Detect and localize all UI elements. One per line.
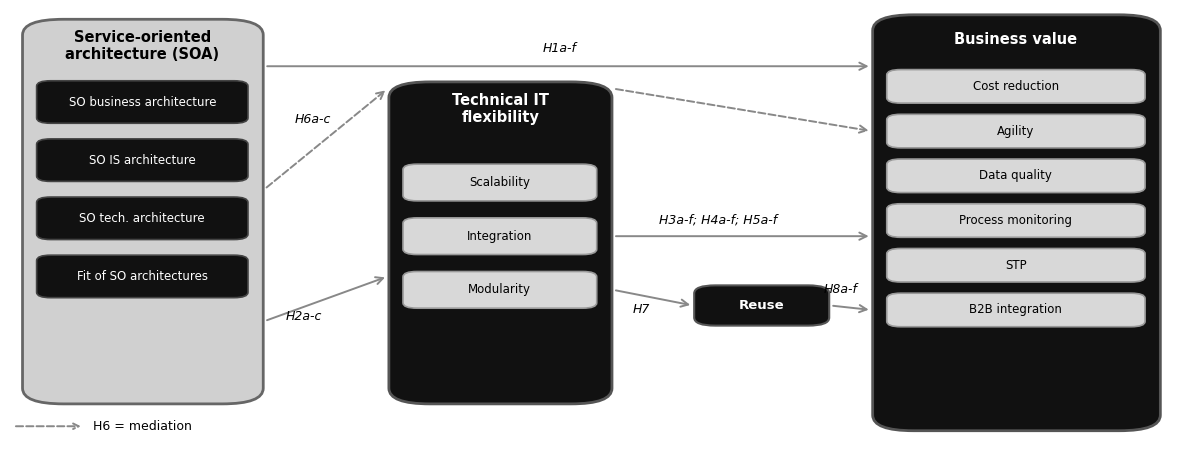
Text: H3a-f; H4a-f; H5a-f: H3a-f; H4a-f; H5a-f — [659, 214, 777, 227]
FancyBboxPatch shape — [388, 82, 612, 404]
FancyArrowPatch shape — [267, 277, 383, 320]
Text: H8a-f: H8a-f — [824, 284, 858, 297]
Text: Cost reduction: Cost reduction — [973, 80, 1059, 93]
FancyArrowPatch shape — [616, 233, 866, 240]
Text: SO business architecture: SO business architecture — [68, 95, 217, 108]
Text: Fit of SO architectures: Fit of SO architectures — [77, 270, 208, 283]
Text: Business value: Business value — [955, 32, 1077, 47]
FancyBboxPatch shape — [403, 164, 597, 201]
Text: H7: H7 — [633, 303, 650, 316]
FancyArrowPatch shape — [833, 305, 866, 312]
FancyBboxPatch shape — [403, 218, 597, 255]
FancyBboxPatch shape — [886, 248, 1145, 282]
FancyBboxPatch shape — [36, 81, 248, 123]
Text: H2a-c: H2a-c — [286, 310, 322, 323]
Text: Technical IT
flexibility: Technical IT flexibility — [452, 93, 548, 125]
Text: SO IS architecture: SO IS architecture — [89, 153, 195, 166]
Text: B2B integration: B2B integration — [970, 303, 1063, 316]
FancyBboxPatch shape — [886, 70, 1145, 103]
Text: Service-oriented
architecture (SOA): Service-oriented architecture (SOA) — [65, 30, 219, 62]
FancyBboxPatch shape — [36, 197, 248, 239]
Text: SO tech. architecture: SO tech. architecture — [80, 212, 205, 225]
FancyBboxPatch shape — [36, 255, 248, 297]
FancyArrowPatch shape — [616, 290, 689, 307]
FancyBboxPatch shape — [694, 285, 830, 326]
Text: STP: STP — [1005, 259, 1026, 272]
Text: H6 = mediation: H6 = mediation — [93, 420, 192, 433]
Text: Reuse: Reuse — [739, 299, 785, 312]
FancyBboxPatch shape — [22, 19, 264, 404]
FancyBboxPatch shape — [872, 15, 1161, 431]
FancyArrowPatch shape — [266, 92, 384, 188]
FancyBboxPatch shape — [886, 114, 1145, 148]
FancyBboxPatch shape — [403, 271, 597, 308]
Text: Integration: Integration — [467, 230, 532, 243]
Text: Modularity: Modularity — [468, 284, 531, 297]
FancyArrowPatch shape — [267, 63, 866, 70]
Text: Data quality: Data quality — [979, 169, 1052, 182]
Text: Agility: Agility — [997, 125, 1035, 138]
Text: Scalability: Scalability — [470, 176, 531, 189]
Text: H6a-c: H6a-c — [294, 113, 331, 126]
FancyBboxPatch shape — [886, 204, 1145, 237]
FancyArrowPatch shape — [616, 89, 866, 133]
FancyBboxPatch shape — [886, 159, 1145, 193]
Text: H1a-f: H1a-f — [543, 42, 576, 55]
FancyBboxPatch shape — [36, 139, 248, 181]
FancyBboxPatch shape — [886, 293, 1145, 327]
Text: Process monitoring: Process monitoring — [959, 214, 1072, 227]
